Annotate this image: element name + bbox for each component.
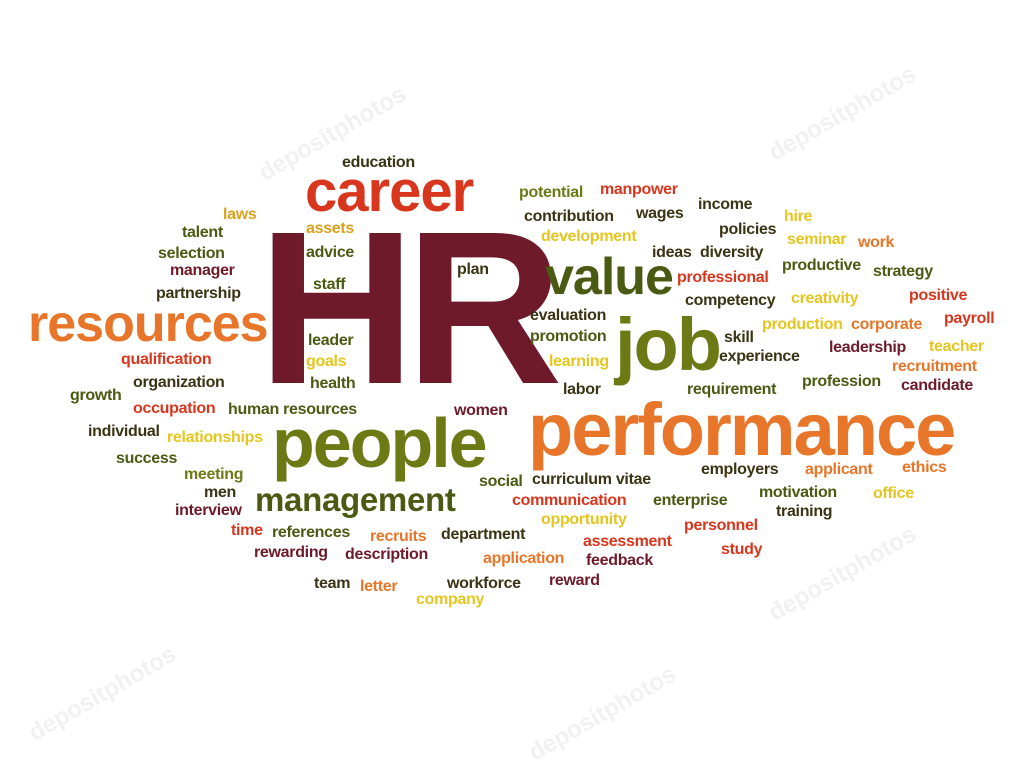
word-training: training (776, 503, 833, 520)
word-personnel: personnel (684, 517, 758, 534)
word-people: people (272, 404, 488, 482)
word-motivation: motivation (759, 484, 837, 501)
word-management: management (255, 481, 456, 518)
word-evaluation: evaluation (530, 307, 607, 324)
word-competency: competency (685, 292, 776, 309)
word-diversity: diversity (700, 244, 764, 261)
word-ethics: ethics (902, 459, 947, 476)
word-social: social (479, 473, 523, 490)
word-talent: talent (182, 224, 223, 241)
word-applicant: applicant (805, 461, 873, 478)
word-skill: skill (724, 329, 754, 346)
word-manager: manager (170, 262, 235, 279)
word-reward: reward (549, 572, 600, 589)
word-qualification: qualification (121, 351, 212, 368)
word-description: description (345, 546, 428, 563)
word-health: health (310, 375, 356, 392)
word-policies: policies (719, 221, 777, 238)
word-employers: employers (701, 461, 779, 478)
word-experience: experience (719, 348, 800, 365)
word-time: time (231, 522, 263, 539)
word-learning: learning (549, 353, 609, 370)
word-communication: communication (512, 492, 627, 509)
word-hire: hire (784, 208, 813, 225)
word-meeting: meeting (184, 466, 244, 483)
watermark: depositphotos (524, 660, 681, 767)
word-income: income (698, 196, 753, 213)
word-application: application (483, 550, 565, 567)
word-recruitment: recruitment (892, 358, 977, 375)
word-wages: wages (636, 205, 684, 222)
word-job: job (615, 303, 722, 386)
word-profession: profession (802, 373, 881, 390)
word-potential: potential (519, 184, 583, 201)
word-goals: goals (306, 353, 347, 370)
word-payroll: payroll (944, 310, 995, 327)
word-value: value (545, 248, 674, 306)
word-rewarding: rewarding (254, 544, 328, 561)
word-opportunity: opportunity (541, 511, 627, 528)
word-staff: staff (313, 276, 346, 293)
word-resources: resources (28, 295, 269, 353)
word-references: references (272, 524, 350, 541)
word-interview: interview (175, 502, 242, 519)
word-career: career (305, 159, 474, 224)
word-occupation: occupation (133, 400, 216, 417)
word-professional: professional (677, 269, 769, 286)
word-assessment: assessment (583, 533, 672, 550)
word-manpower: manpower (600, 181, 678, 198)
word-positive: positive (909, 287, 968, 304)
word-human-resources: human resources (228, 401, 357, 418)
word-leadership: leadership (829, 339, 907, 356)
word-office: office (873, 485, 914, 502)
word-work: work (858, 234, 895, 251)
word-team: team (314, 575, 351, 592)
word-letter: letter (360, 578, 398, 595)
word-ideas: ideas (652, 244, 692, 261)
word-women: women (454, 402, 508, 419)
word-corporate: corporate (851, 316, 923, 333)
word-individual: individual (88, 423, 160, 440)
word-department: department (441, 526, 526, 543)
word-contribution: contribution (524, 208, 614, 225)
word-relationships: relationships (167, 429, 263, 446)
word-growth: growth (70, 387, 122, 404)
word-productive: productive (782, 257, 861, 274)
word-performance: performance (528, 388, 956, 471)
word-success: success (116, 450, 178, 467)
watermark: depositphotos (764, 60, 921, 167)
word-promotion: promotion (530, 328, 607, 345)
word-feedback: feedback (586, 552, 653, 569)
word-candidate: candidate (901, 377, 973, 394)
word-seminar: seminar (787, 231, 847, 248)
word-selection: selection (158, 245, 225, 262)
word-requirement: requirement (687, 381, 777, 398)
word-partnership: partnership (156, 285, 241, 302)
word-company: company (416, 591, 485, 608)
word-creativity: creativity (791, 290, 859, 307)
word-laws: laws (223, 206, 257, 223)
word-assets: assets (306, 220, 355, 237)
word-hr: HR (258, 187, 563, 430)
word-enterprise: enterprise (653, 492, 728, 509)
word-labor: labor (563, 381, 601, 398)
word-recruits: recruits (370, 528, 427, 545)
word-production: production (762, 316, 843, 333)
word-advice: advice (306, 244, 355, 261)
word-men: men (204, 484, 236, 501)
word-education: education (342, 154, 415, 171)
word-development: development (541, 228, 637, 245)
word-strategy: strategy (873, 263, 933, 280)
word-teacher: teacher (929, 338, 984, 355)
word-leader: leader (308, 332, 354, 349)
watermark: depositphotos (764, 520, 921, 627)
word-workforce: workforce (447, 575, 521, 592)
word-plan: plan (457, 261, 489, 278)
word-study: study (721, 541, 763, 558)
word-organization: organization (133, 374, 225, 391)
word-curriculum-vitae: curriculum vitae (532, 471, 651, 488)
watermark: depositphotos (24, 640, 181, 747)
